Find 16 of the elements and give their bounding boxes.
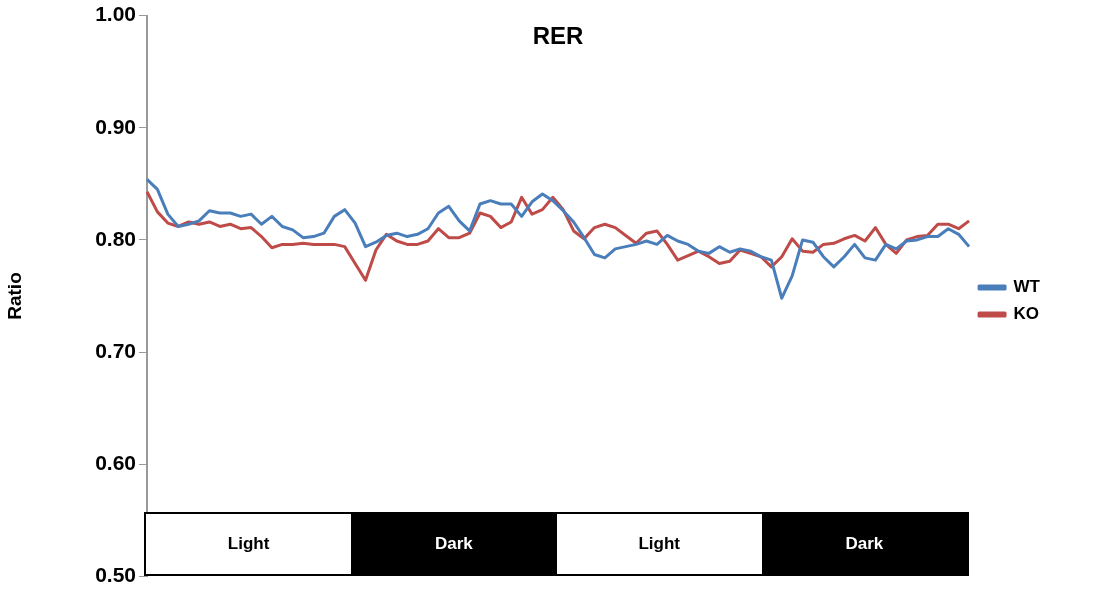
y-tick-label: 0.60: [95, 451, 136, 475]
legend-label: KO: [1013, 304, 1040, 324]
annotation: Dark: [845, 534, 884, 555]
y-axis-title: Ratio: [3, 272, 25, 320]
annotation: Dark: [434, 534, 473, 555]
y-tick-label: 0.90: [95, 114, 136, 138]
y-tick-label: 0.70: [95, 338, 136, 362]
annotation: Light: [638, 534, 680, 555]
y-tick-label: 0.50: [95, 563, 136, 587]
dark-period-box: Dark: [351, 514, 557, 575]
legend-label: WT: [1013, 277, 1041, 297]
dark-period-box: Dark: [761, 514, 968, 575]
annotation: Light: [227, 534, 270, 555]
chart-title: RER: [532, 22, 584, 50]
y-tick-label: 0.80: [95, 226, 136, 250]
y-tick-label: 1.00: [95, 2, 136, 26]
